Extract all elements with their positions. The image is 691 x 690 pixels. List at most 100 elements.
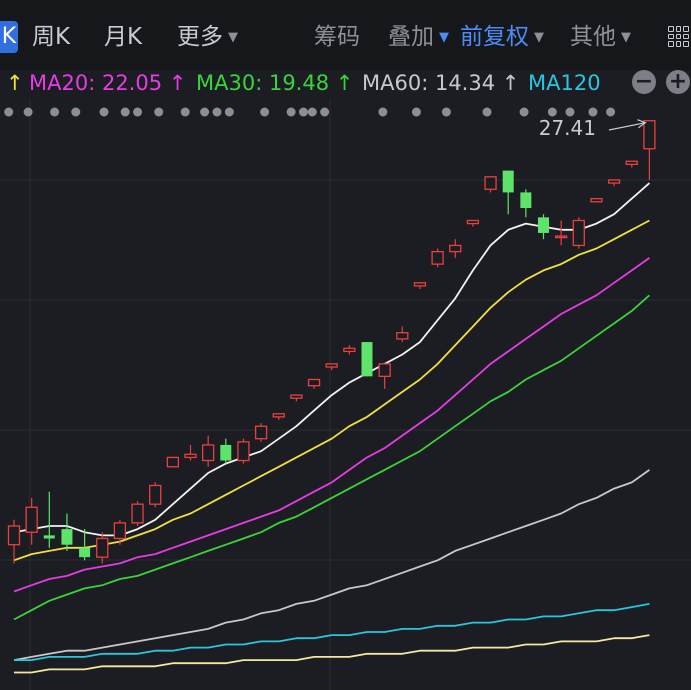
event-dot [260,107,270,117]
candle-body-up [237,441,250,462]
candle-body-up [590,197,603,203]
candle-body-up [25,506,38,533]
ma10-arrow: ↑ [6,71,24,95]
event-dot [411,107,421,117]
candle-body-up [184,453,197,459]
event-dot [482,107,492,117]
ma30-legend: MA30: 19.48 ↑ [196,66,353,100]
tab-week-k[interactable]: 周K [32,24,71,50]
candle-body-up [607,179,621,184]
candle-body-up [625,160,638,166]
event-dot [519,107,529,117]
event-dot [320,107,330,117]
event-dot [441,107,451,117]
more-dropdown[interactable]: 更多 ▼ [177,20,238,55]
candle-body-down [61,529,73,545]
ma-legend: ↑ MA20: 22.05 ↑ MA30: 19.48 ↑ MA60: 14.3… [0,66,691,100]
candle-body-up [555,235,568,239]
candle-body-up [149,484,162,505]
candle-body-up [96,537,109,558]
ma60-legend: MA60: 14.34 ↑ [362,66,519,100]
ma120-legend: MA120 [528,71,601,95]
event-dot [71,107,81,117]
event-dot [50,107,60,117]
candle-body-up [290,394,303,399]
max-price-label: 27.41 [539,116,596,140]
candle-body-up [643,120,656,150]
event-dot [547,107,557,117]
other-label: 其他 [570,24,616,50]
max-price-pointer [608,122,646,131]
toolbar: K 周K 月K 更多 ▼ 筹码 叠加 ▼ 前复权 ▼ 其他 ▼ [0,0,691,70]
event-dot [4,107,14,117]
event-dot [212,107,222,117]
adjust-label: 前复权 [460,24,529,50]
ma30-arrow: ↑ [335,71,354,95]
candle-body-up [466,219,480,225]
candle-body-up [413,282,427,287]
candle-body-up [343,347,356,353]
tab-kline-active[interactable]: K [0,21,18,53]
candle-body-down [79,547,91,558]
ma20-arrow: ↑ [168,71,187,95]
event-dot [120,107,130,117]
tab-month-k[interactable]: 月K [104,24,143,50]
event-dot [99,107,109,117]
candle-body-up [572,219,585,247]
chevron-down-icon: ▼ [534,29,544,45]
event-dot [565,107,575,117]
candle-body-up [113,522,127,540]
ma60-arrow: ↑ [501,71,520,95]
chevron-down-icon: ▼ [228,29,238,45]
candle-body-up [131,503,144,524]
overlay-dropdown[interactable]: 叠加 ▼ [388,20,449,55]
candle-body-up [307,378,321,387]
event-dot [378,107,388,117]
event-dot [298,107,308,117]
ma-line-ma10 [13,219,650,562]
ma-line-ma20 [13,257,650,593]
ma20-legend: MA20: 22.05 ↑ [29,66,186,100]
candle-body-up [396,332,409,340]
ma-line-ma30 [13,294,650,621]
event-dot [606,107,616,117]
candle-body-down [361,342,373,377]
candle-body-up [254,425,268,440]
candle-body-up [201,444,215,462]
event-dot [180,107,190,117]
candle-body-up [378,363,391,378]
collapse-legend-button[interactable]: − [632,70,656,94]
more-label: 更多 [177,24,223,50]
candle-body-down [43,535,55,539]
expand-legend-button[interactable]: + [666,70,690,94]
event-dot [154,107,164,117]
candle-body-down [220,444,232,461]
candle-body-down [520,192,532,208]
event-dot [133,107,143,117]
ma-line-ma250 [14,634,650,674]
candle-body-up [166,456,180,468]
candle-body-up [449,244,462,253]
candle-body-up [325,363,338,368]
chevron-down-icon: ▼ [439,29,449,45]
ma-line-ma60 [13,469,650,661]
ma20-value: MA20: 22.05 [29,71,163,95]
event-dot [307,107,317,117]
other-dropdown[interactable]: 其他 ▼ [570,20,631,55]
ma-line-ma120 [14,603,650,661]
chips-button[interactable]: 筹码 [314,24,360,50]
candle-body-up [272,413,285,418]
candle-body-up [7,525,21,546]
candle-body-down [502,170,514,193]
ma60-value: MA60: 14.34 [362,71,496,95]
event-dot [286,107,296,117]
adjust-dropdown[interactable]: 前复权 ▼ [460,20,544,55]
event-dot [588,107,598,117]
chevron-down-icon: ▼ [621,29,631,45]
candle-body-down [538,217,549,233]
ma30-value: MA30: 19.48 [196,71,330,95]
candle-body-up [484,176,497,190]
kline-chart: 27.41 [0,100,691,690]
event-dot [23,107,33,117]
grid-layout-icon[interactable] [668,26,689,47]
